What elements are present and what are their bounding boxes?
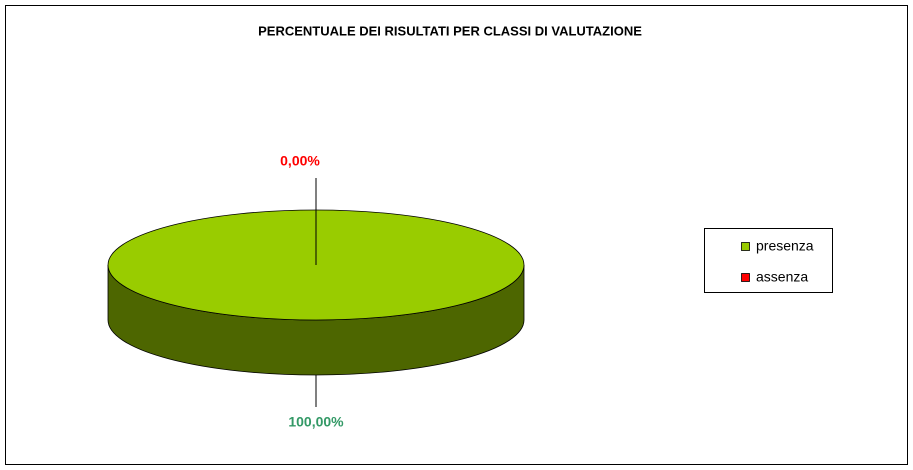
legend-label: assenza [756, 269, 808, 285]
legend-swatch [741, 273, 750, 282]
chart-title: PERCENTUALE DEI RISULTATI PER CLASSI DI … [258, 23, 642, 38]
legend-swatch [741, 242, 750, 251]
data-label: 100,00% [288, 414, 344, 430]
legend-box [704, 228, 833, 293]
data-label: 0,00% [280, 153, 320, 169]
legend-label: presenza [756, 238, 814, 254]
